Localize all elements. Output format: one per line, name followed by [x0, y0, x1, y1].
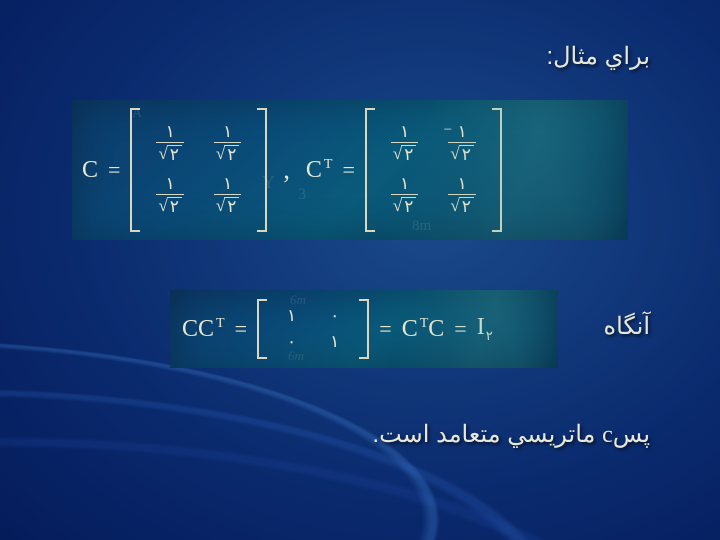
- equals-sign: =: [235, 316, 247, 342]
- identity-matrix: ١٠٠١: [273, 300, 353, 358]
- cct-label: CCT: [182, 316, 225, 343]
- bracket-left-icon: [130, 108, 140, 232]
- bracket-right-icon: [492, 108, 502, 232]
- matrix-c: ١٢١٢١٢١٢: [146, 117, 251, 222]
- matrix-c-label: C: [82, 157, 98, 184]
- ctc-label: CTC: [402, 316, 445, 343]
- matrix-ct-label: CT: [306, 157, 333, 184]
- equation-block-1: A Y 3 8m C = ١٢١٢١٢١٢ , CT = ١٢١٢١٢١٢: [72, 100, 628, 240]
- equation-block-2: 6m 6m CCT = ١٠٠١ = CTC = I٢: [170, 290, 558, 368]
- matrix-ct: ١٢١٢١٢١٢: [381, 117, 486, 222]
- conclusion-rest: ماتريسي متعامد است.: [372, 421, 602, 448]
- comma: ,: [283, 155, 290, 185]
- bracket-left-icon: [365, 108, 375, 232]
- bracket-right-icon: [257, 108, 267, 232]
- bracket-left-icon: [257, 299, 267, 359]
- then-text: آنگاه: [604, 312, 651, 341]
- bracket-right-icon: [359, 299, 369, 359]
- conclusion-var: c: [602, 422, 613, 448]
- conclusion-prefix: پس: [613, 421, 650, 448]
- equals-sign: =: [108, 157, 120, 183]
- identity-label: I٢: [477, 314, 493, 344]
- equals-sign: =: [342, 157, 354, 183]
- conclusion-text: پسc ماتريسي متعامد است.: [372, 420, 650, 449]
- equals-sign: =: [454, 316, 466, 342]
- equals-sign: =: [379, 316, 391, 342]
- intro-text: براي مثال:: [546, 42, 650, 71]
